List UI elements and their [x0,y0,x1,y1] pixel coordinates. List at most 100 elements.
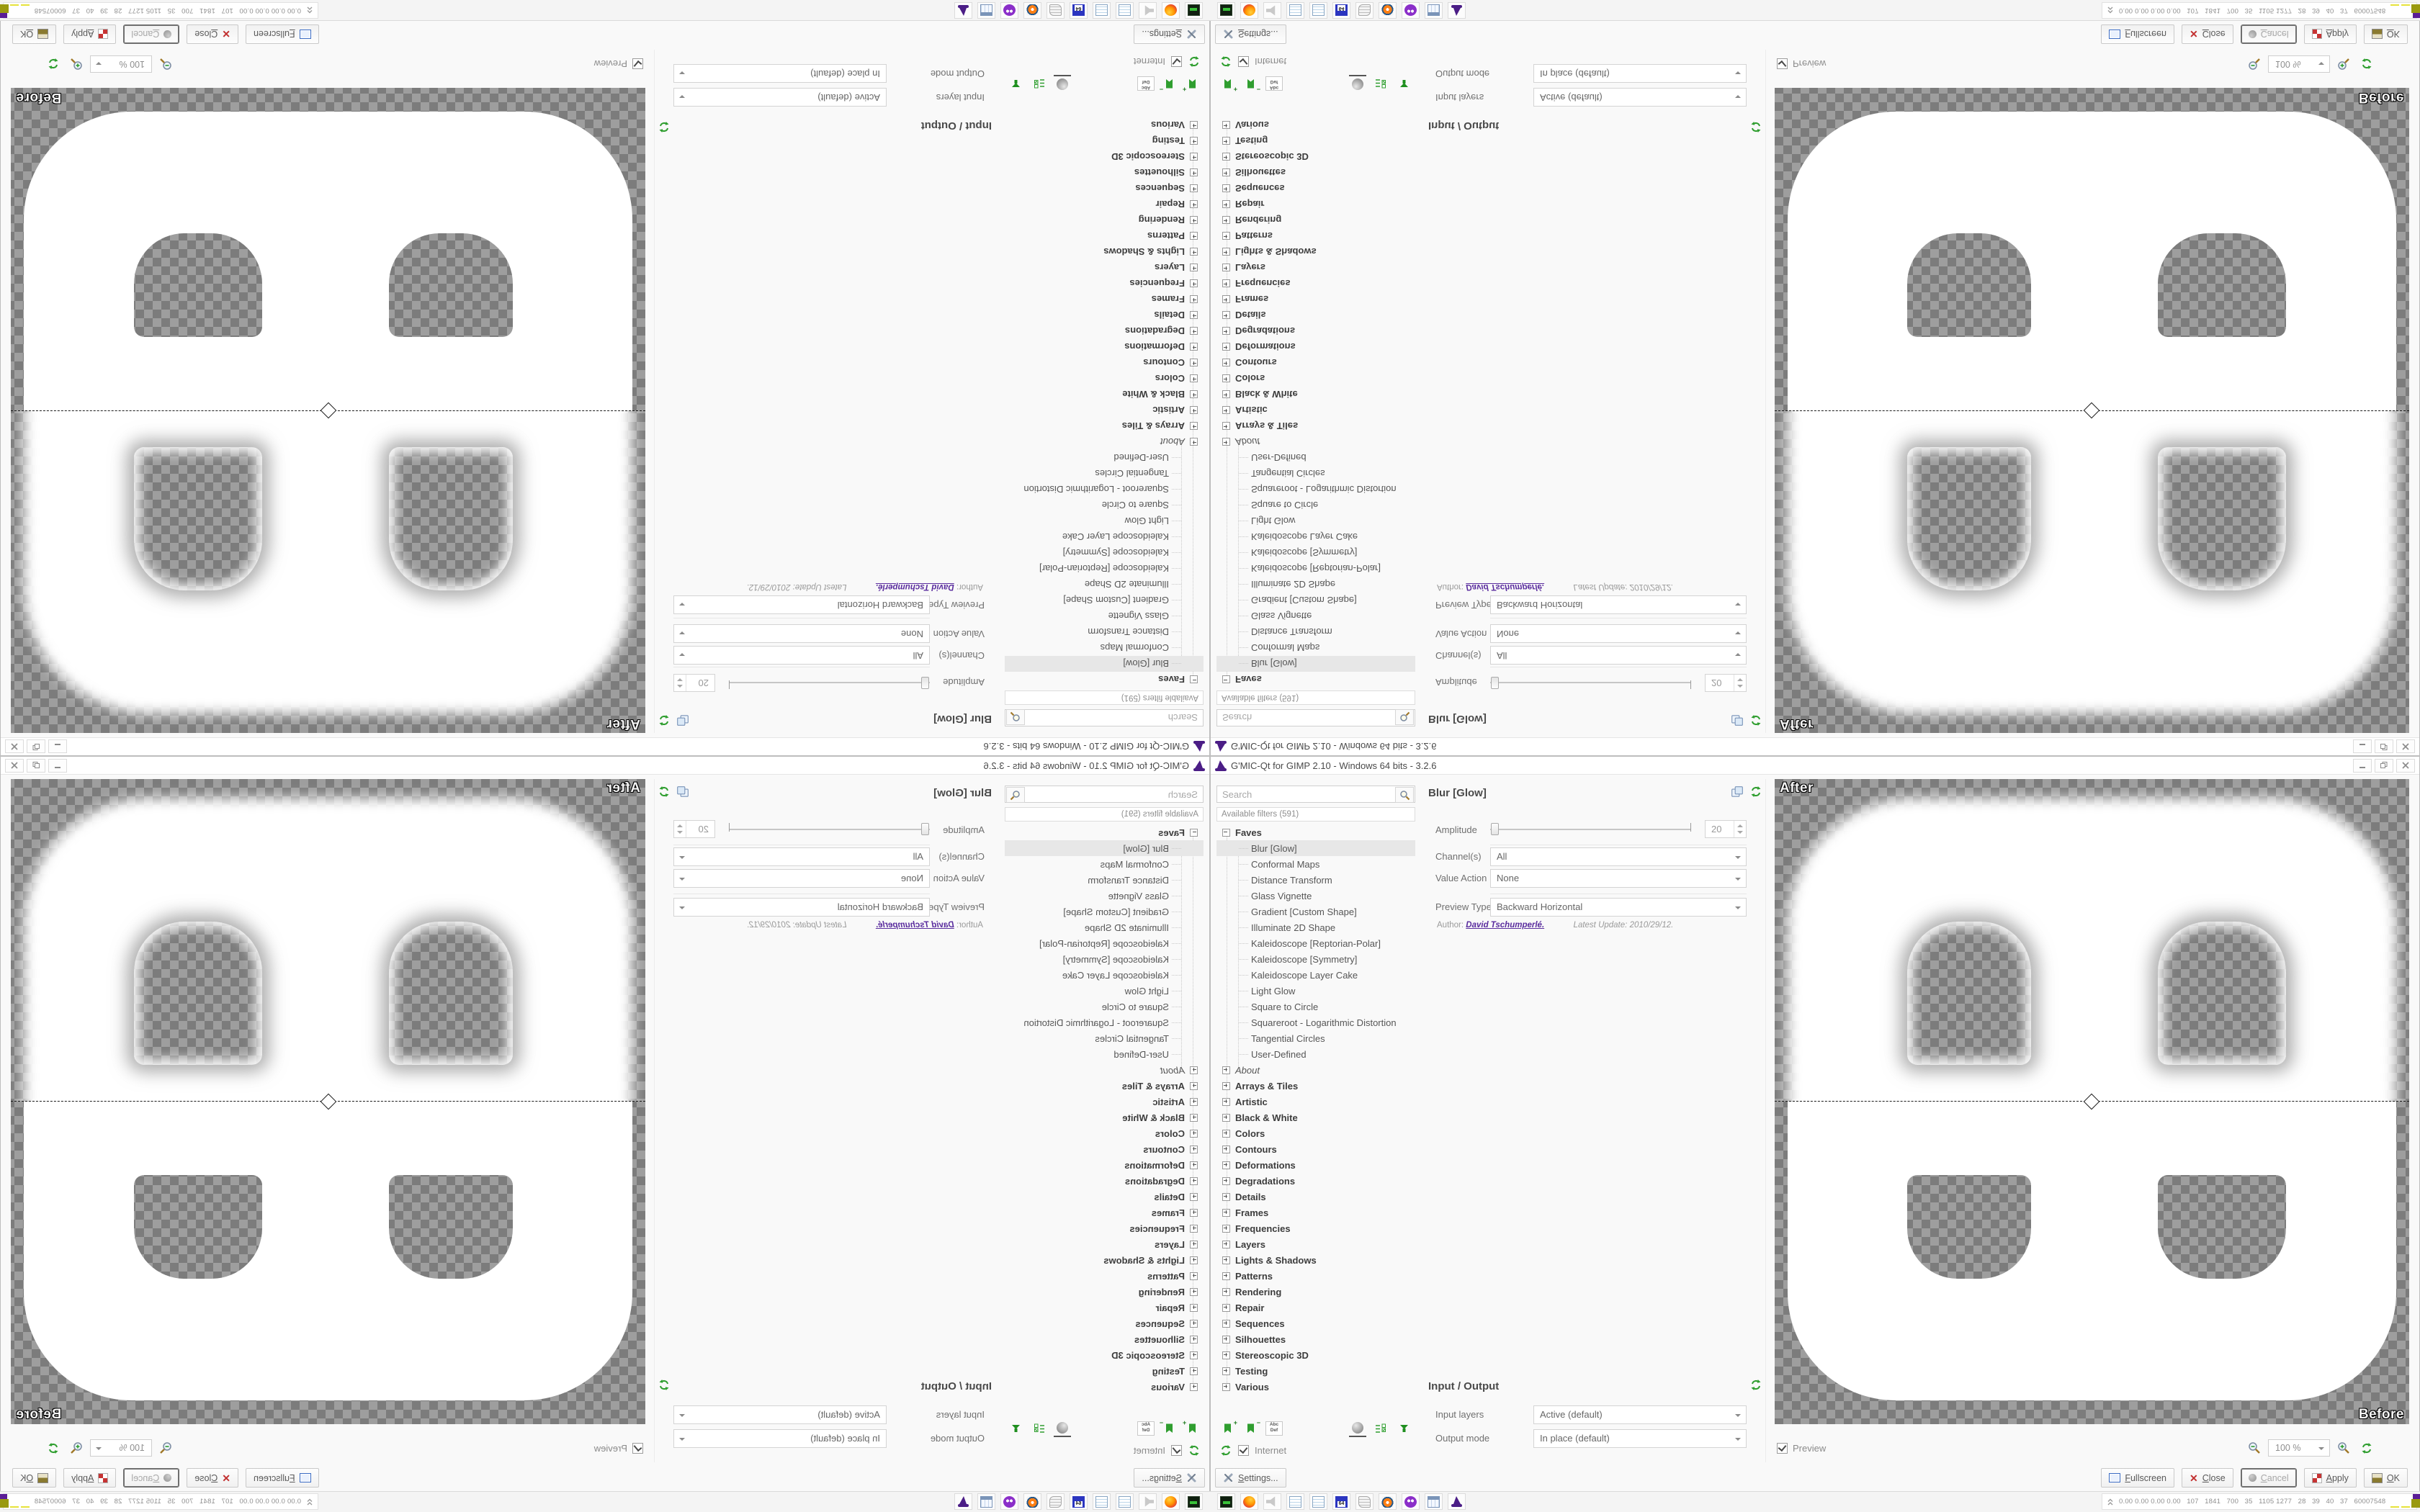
filter-item[interactable]: Light Glow [1216,513,1415,529]
category-item[interactable]: Testing [1216,1363,1415,1379]
input-layers-combo[interactable]: Active (default) [1533,1405,1747,1424]
collapse-all-button[interactable] [1395,76,1412,91]
chevron-up-icon[interactable] [2107,1498,2114,1506]
filter-item[interactable]: Kaleidoscope Layer Cake [1216,967,1415,983]
category-item[interactable]: Sequences [1216,181,1415,197]
preview-type-combo[interactable]: Backward Horizontal [673,898,930,917]
output-mode-combo[interactable]: In place (default) [673,1429,887,1448]
spinner-arrows[interactable] [674,675,686,691]
expand-expander-icon[interactable] [1222,1367,1230,1375]
filter-item[interactable]: Blur [Glow] [1216,656,1415,672]
reset-filter-icon[interactable] [658,786,671,798]
output-mode-combo[interactable]: In place (default) [673,64,887,83]
taskbar-app-calculator[interactable] [977,1493,995,1510]
expand-expander-icon[interactable] [1190,311,1198,320]
zoom-in-icon[interactable] [2334,1439,2353,1457]
category-item[interactable]: Patterns [1216,228,1415,244]
taskbar-app-muted-speaker[interactable] [1139,1493,1157,1510]
category-item[interactable]: Layers [1216,1236,1415,1252]
taskbar-app-muted-speaker[interactable] [1263,1493,1281,1510]
expand-expander-icon[interactable] [1222,1192,1230,1201]
zoom-level-combo[interactable]: 100 % [2268,55,2330,73]
category-item[interactable]: Details [1005,307,1204,323]
settings-button[interactable]: Settings... [1134,24,1205,44]
expand-expander-icon[interactable] [1222,1319,1230,1328]
add-fave-button[interactable]: + [1183,76,1201,93]
close-button[interactable] [5,758,24,773]
expand-expander-icon[interactable] [1222,153,1230,161]
category-item[interactable]: About [1216,1062,1415,1078]
tree-item-faves[interactable]: Faves [1005,824,1204,840]
category-item[interactable]: Deformations [1005,339,1204,355]
taskbar-app-notepad[interactable] [1116,1493,1134,1510]
value-action-combo[interactable]: None [1490,869,1747,888]
taskbar-app-chat-purple[interactable] [1000,2,1018,19]
category-item[interactable]: Lights & Shadows [1005,1252,1204,1268]
apply-button[interactable]: Apply [2303,24,2357,44]
amplitude-slider[interactable] [1490,682,1690,683]
amplitude-slider[interactable] [1490,829,1690,830]
title-bar[interactable]: G'MIC-Qt for GIMP 2.10 - Windows 64 bits… [1,737,1209,755]
category-item[interactable]: Arrays & Tiles [1216,1078,1415,1094]
search-icon[interactable] [1006,709,1025,725]
taskbar-app-chat-purple[interactable] [1402,2,1420,19]
filter-item[interactable]: Illuminate 2D Shape [1216,919,1415,935]
close-button[interactable] [2396,758,2415,773]
filter-item[interactable]: Glass Vignette [1216,888,1415,904]
expand-expander-icon[interactable] [1222,406,1230,415]
rename-fave-button[interactable]: Abc Def [1137,1421,1155,1436]
ok-button[interactable]: OK [2363,1468,2408,1488]
amplitude-spinbox[interactable]: 20 [1705,820,1747,838]
io-reset-icon[interactable] [1749,1379,1762,1391]
expand-expander-icon[interactable] [1190,184,1198,193]
filter-item[interactable]: Conformal Maps [1005,640,1204,656]
category-item[interactable]: Sequences [1005,1315,1204,1331]
channels-combo[interactable]: All [1490,646,1747,665]
expand-expander-icon[interactable] [1222,1287,1230,1296]
category-item[interactable]: Sequences [1216,1315,1415,1331]
add-fave-button[interactable]: + [1183,1419,1201,1436]
expand-expander-icon[interactable] [1190,422,1198,431]
filter-item[interactable]: Glass Vignette [1005,608,1204,624]
category-item[interactable]: Frames [1216,292,1415,307]
zoom-level-combo[interactable]: 100 % [90,1439,152,1457]
category-item[interactable]: Frames [1216,1205,1415,1220]
restore-button[interactable] [27,758,45,773]
category-item[interactable]: Deformations [1216,339,1415,355]
category-item[interactable]: Patterns [1005,1268,1204,1284]
category-item[interactable]: Silhouettes [1005,165,1204,181]
expand-expander-icon[interactable] [1190,200,1198,209]
filter-item[interactable]: Kaleidoscope [Symmetry] [1216,951,1415,967]
expand-expander-icon[interactable] [1190,1272,1198,1280]
expand-expander-icon[interactable] [1222,1351,1230,1359]
expand-expander-icon[interactable] [1190,1176,1198,1185]
filter-item[interactable]: Tangential Circles [1005,466,1204,482]
filter-item[interactable]: Kaleidoscope [Symmetry] [1216,545,1415,561]
filter-item[interactable]: Glass Vignette [1216,608,1415,624]
preview-canvas[interactable]: After Before [11,88,645,733]
category-item[interactable]: Stereoscopic 3D [1005,149,1204,165]
chevron-up-icon[interactable] [306,1498,313,1506]
category-item[interactable]: Colors [1005,1125,1204,1141]
taskbar-app-app-console[interactable] [1185,1493,1203,1510]
expand-expander-icon[interactable] [1222,1161,1230,1169]
cancel-button[interactable]: Cancel [123,1468,180,1488]
expand-expander-icon[interactable] [1190,153,1198,161]
spinner-arrows[interactable] [1734,675,1746,691]
collapse-all-button[interactable] [1008,76,1025,91]
expand-expander-icon[interactable] [1190,1208,1198,1217]
internet-checkbox[interactable] [1171,56,1182,68]
expand-expander-icon[interactable] [1222,1335,1230,1344]
cancel-button[interactable]: Cancel [123,24,180,44]
collapse-expander-icon[interactable] [1190,828,1198,837]
expand-expander-icon[interactable] [1190,168,1198,177]
category-item[interactable]: Patterns [1216,1268,1415,1284]
taskbar-app-app-console[interactable] [1217,1493,1235,1510]
search-input[interactable] [1005,786,1204,803]
channels-combo[interactable]: All [673,847,930,866]
expand-expander-icon[interactable] [1222,264,1230,272]
spinner-arrows[interactable] [1734,821,1746,837]
io-reset-icon[interactable] [658,1379,671,1391]
category-item[interactable]: Frequencies [1216,276,1415,292]
input-layers-combo[interactable]: Active (default) [673,1405,887,1424]
